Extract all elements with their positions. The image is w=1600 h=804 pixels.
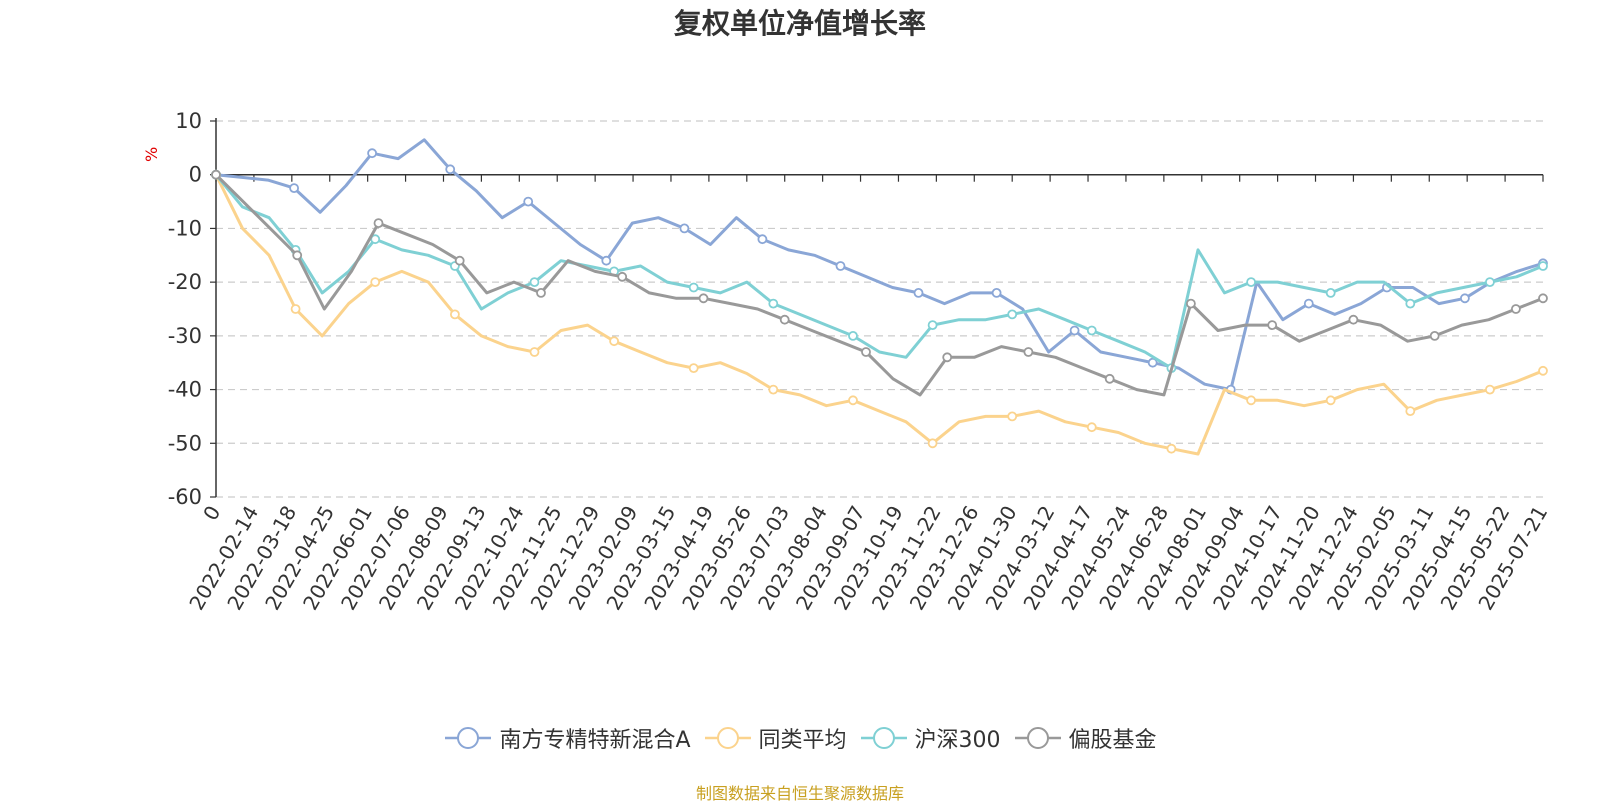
series-point: [617, 271, 628, 282]
series-point: [927, 438, 938, 449]
legend-item[interactable]: 偏股基金: [1013, 722, 1157, 754]
series-point: [536, 287, 546, 298]
series-point: [1485, 277, 1495, 288]
legend-label: 南方专精特新混合A: [499, 728, 691, 753]
source-note: 制图数据来自恒生聚源数据库: [695, 784, 904, 803]
series-point: [835, 261, 846, 271]
series-point: [367, 148, 378, 159]
series-point: [1429, 330, 1440, 341]
series-point: [768, 298, 779, 309]
series-point: [1023, 347, 1034, 357]
series-point: [1405, 298, 1416, 309]
series-point: [861, 347, 871, 357]
series-point: [688, 282, 699, 293]
series-point: [679, 223, 690, 234]
series-point: [1538, 261, 1548, 271]
series-point: [1007, 309, 1018, 320]
series-point: [768, 384, 779, 395]
series-point: [1267, 320, 1278, 331]
series-point: [927, 320, 938, 331]
legend-item[interactable]: 南方专精特新混合A: [443, 722, 691, 754]
series-point: [913, 287, 924, 298]
legend-item[interactable]: 沪深300: [859, 722, 1001, 754]
legend-symbol-icon: [860, 727, 907, 749]
y-tick-label: 0: [189, 163, 202, 187]
y-tick-label: -20: [168, 270, 202, 294]
series-point: [1086, 325, 1097, 336]
series-point: [523, 196, 534, 207]
series-point: [848, 395, 858, 406]
legend-symbol-icon: [1014, 727, 1061, 749]
series-point: [688, 363, 699, 374]
series-point: [445, 164, 456, 175]
series-point: [373, 218, 384, 229]
series-point: [1538, 365, 1548, 376]
series-line: [214, 174, 1544, 456]
series-point: [1186, 298, 1196, 309]
series-point: [1246, 395, 1256, 406]
series-point: [1485, 384, 1495, 395]
x-tick-label: 0: [198, 502, 225, 525]
series-point: [1538, 293, 1548, 304]
series-point: [370, 234, 381, 245]
legend-symbol-icon: [445, 727, 492, 749]
series-point: [848, 330, 858, 341]
series-point: [1104, 373, 1115, 384]
series-point: [290, 304, 301, 314]
legend-symbol-icon: [704, 727, 751, 749]
series-line: [214, 173, 1544, 370]
series-point: [292, 250, 303, 261]
series-point: [1303, 298, 1314, 309]
y-tick-label: -30: [168, 324, 202, 348]
series-point: [779, 314, 790, 325]
series-point: [1460, 293, 1470, 304]
y-tick-label: -50: [168, 431, 202, 455]
series-point: [757, 234, 768, 245]
series-point: [1325, 395, 1336, 406]
series-point: [370, 277, 381, 288]
series-point: [211, 169, 221, 180]
series-point: [529, 277, 540, 288]
series-point: [942, 352, 953, 363]
series-point: [289, 183, 300, 194]
legend: 南方专精特新混合A 同类平均 沪深300 偏股基金: [0, 722, 1600, 757]
series-point: [991, 287, 1002, 298]
series-point: [449, 309, 460, 320]
series-point: [1166, 443, 1177, 454]
series-point: [698, 293, 709, 304]
series-point: [529, 347, 540, 357]
series: [211, 138, 1548, 456]
series-point: [609, 336, 619, 347]
legend-label: 沪深300: [914, 728, 1001, 753]
y-tick-label: -60: [168, 485, 202, 509]
series-point: [1007, 411, 1018, 422]
series-point: [1246, 277, 1256, 288]
series-point: [454, 255, 465, 266]
line-chart: 100-10-20-30-40-50-6002022-02-142022-03-…: [142, 109, 1553, 614]
y-tick-label: -40: [168, 378, 202, 402]
series-point: [1086, 422, 1097, 433]
series-point: [601, 255, 612, 266]
series-point: [1348, 314, 1359, 325]
series-point: [1325, 287, 1336, 298]
series-point: [1069, 325, 1080, 336]
legend-item[interactable]: 同类平均: [703, 722, 847, 754]
series-point: [1511, 304, 1521, 314]
series-point: [1147, 357, 1158, 368]
series-point: [1405, 406, 1416, 417]
y-tick-label: -10: [168, 216, 202, 240]
axes: 100-10-20-30-40-50-6002022-02-142022-03-…: [168, 109, 1553, 614]
series-line: [214, 173, 1544, 397]
y-tick-label: 10: [175, 109, 202, 133]
legend-label: 同类平均: [758, 728, 847, 753]
y-axis-label: %: [142, 147, 161, 162]
chart-title: 复权单位净值增长率: [673, 7, 926, 40]
legend-label: 偏股基金: [1068, 728, 1157, 753]
series-line: [215, 138, 1544, 392]
